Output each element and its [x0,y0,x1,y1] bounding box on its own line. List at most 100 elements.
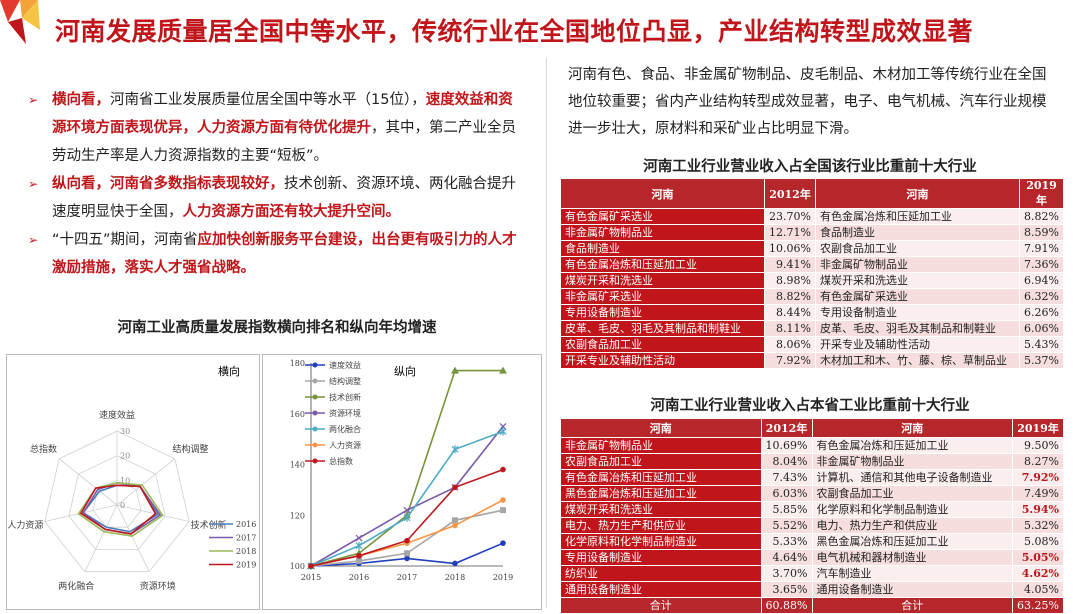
table-cell: 皮革、毛皮、羽毛及其制品和制鞋业 [814,320,1021,337]
table-cell: 木材加工和木、竹、藤、棕、草制品业 [814,352,1021,369]
table-cell: 有色金属冶炼和压延加工业 [560,469,762,486]
bullet-text: 纵向看，河南省多数指标表现较好， [52,176,284,192]
x-tick-label: 2015 [301,573,321,582]
table-cell: 电气机械和器材制造业 [811,549,1014,566]
radar-tick-label: 20 [120,452,130,461]
table-cell: 23.70% [764,208,816,225]
bullet-text: 横向看， [52,92,110,108]
data-point [500,507,506,514]
table-cell: 8.44% [764,304,816,321]
data-point [451,366,459,374]
table-cell: 5.08% [1012,533,1064,550]
table-cell: 7.92% [764,352,816,369]
table-cell: 非金属矿物制品业 [811,453,1014,470]
table-row: 非金属矿物制品业 10.69% 有色金属冶炼和压延加工业 9.50% [560,437,1064,454]
table-cell: 食品制造业 [814,224,1021,241]
table-row: 黑色金属冶炼和压延加工业 6.03% 农副食品加工业 7.49% [560,485,1064,502]
radar-tick-label: 30 [120,427,130,436]
table-cell: 7.92% [1012,469,1064,486]
y-tick-label: 140 [290,461,305,470]
y-tick-label: 180 [290,359,305,368]
table-cell: 计算机、通信和其他电子设备制造业 [811,469,1014,486]
table-row: 非金属矿物制品业 12.71% 食品制造业 8.59% [559,224,1064,241]
radar-axis-label: 速度效益 [99,409,135,421]
table-row: 食品制造业 10.06% 农副食品加工业 7.91% [559,240,1064,257]
line-legend-marker [312,362,318,368]
table-cell: 煤炭开采和洗选业 [814,272,1021,289]
table-cell: 煤炭开采和洗选业 [559,272,766,289]
radar-axis-label: 资源环境 [140,580,176,592]
data-point [452,522,458,529]
bullet-text: 速度效益和资源环境方面表现优异，人力资源方面有待优化提升 [52,92,513,136]
column-header: 河南 [560,418,762,438]
data-point [356,557,362,564]
table-cell: 非金属矿物制品业 [559,224,766,241]
line-legend-label: 人力资源 [329,440,361,450]
table-total-row: 合计 60.88% 合计 63.25% [560,597,1064,614]
table-row: 通用设备制造业 3.65% 通用设备制造业 4.05% [560,581,1064,598]
table-cell: 5.43% [1019,336,1064,353]
data-point [308,563,314,569]
table-cell: 有色金属冶炼和压延加工业 [559,256,766,273]
table-header-row: 河南 2012年 河南 2019年 [560,418,1064,438]
table-row: 煤炭开采和洗选业 8.98% 煤炭开采和洗选业 6.94% [559,272,1064,289]
bullet-text: 人力资源方面还有较大提升空间。 [182,204,401,220]
column-header: 河南 [811,418,1014,438]
table-cell: 电力、热力生产和供应业 [560,517,762,534]
column-header: 河南 [559,178,766,209]
radar-legend-label: 2017 [236,534,256,543]
x-tick-label: 2019 [493,573,513,582]
column-header: 2019年 [1012,418,1064,438]
line-legend-label: 资源环境 [329,408,361,418]
table-cell: 5.52% [760,517,813,534]
line-legend-label: 结构调整 [329,376,361,386]
table-row: 有色金属冶炼和压延加工业 7.43% 计算机、通信和其他电子设备制造业 7.92% [560,469,1064,486]
table-row: 专用设备制造业 4.64% 电气机械和器材制造业 5.05% [560,549,1064,566]
table-cell: 6.06% [1019,320,1064,337]
table-cell: 汽车制造业 [811,565,1014,582]
table-cell: 4.62% [1012,565,1064,582]
table-cell: 8.82% [764,288,816,305]
table-cell: 非金属矿物制品业 [814,256,1021,273]
radar-series-line [79,484,157,535]
column-divider [546,58,547,608]
table-cell: 农副食品加工业 [811,485,1014,502]
table-row: 电力、热力生产和供应业 5.52% 电力、热力生产和供应业 5.32% [560,517,1064,534]
line-chart: 纵向 100 120 140 160 180 2015 2016 2017 2018 2019 速度效… [290,359,513,582]
x-tick-label: 2017 [397,573,417,582]
chart-title: 河南工业高质量发展指数横向排名和纵向年均增速 [117,320,437,336]
data-point [500,497,506,503]
table-cell: 非金属矿采选业 [559,288,766,305]
table-cell: 3.65% [760,581,813,598]
table-cell: 黑色金属冶炼和压延加工业 [811,533,1014,550]
radar-legend-label: 2016 [236,520,256,529]
line-legend-marker [312,394,318,400]
table-cell: 煤炭开采和洗选业 [560,501,762,518]
table-cell: 黑色金属冶炼和压延加工业 [560,485,762,502]
table-cell: 5.37% [1019,352,1064,369]
column-header: 河南 [814,178,1021,209]
radar-axis-label: 结构调整 [172,443,208,455]
x-tick-label: 2018 [445,573,465,582]
table-cell: 5.33% [760,533,813,550]
bullet-item: ➢ 纵向看，河南省多数指标表现较好，技术创新、资源环境、两化融合提升速度明显快于全… [28,170,526,226]
data-point [452,484,458,491]
arrow-bullet-icon: ➢ [28,177,39,191]
data-point [500,466,506,473]
table-cell: 5.85% [760,501,813,518]
table-header-row: 河南 2012年 河南 2019年 [559,178,1064,209]
data-point [355,534,363,542]
bullet-text: 河南省工业发展质量位居全国中等水平（15位）， [110,92,426,108]
table-cell: 专用设备制造业 [560,549,762,566]
line-legend-marker [312,442,318,448]
right-paragraph: 河南有色、食品、非金属矿物制品、皮毛制品、木材加工等传统行业在全国地位较重要；省… [568,67,1047,137]
bullet-text: 技术创新、资源环境、两化融合提升速度明显快于全国， [52,176,516,220]
y-tick-label: 160 [290,410,305,419]
line-panel: 纵向 100 120 140 160 180 2015 2016 2017 2018 2019 速度效… [262,354,542,610]
table-cell: 4.64% [760,549,813,566]
data-point [452,560,458,567]
x-tick-label: 2016 [349,573,369,582]
table-cell: 有色金属冶炼和压延加工业 [811,437,1014,454]
data-point [356,553,362,559]
